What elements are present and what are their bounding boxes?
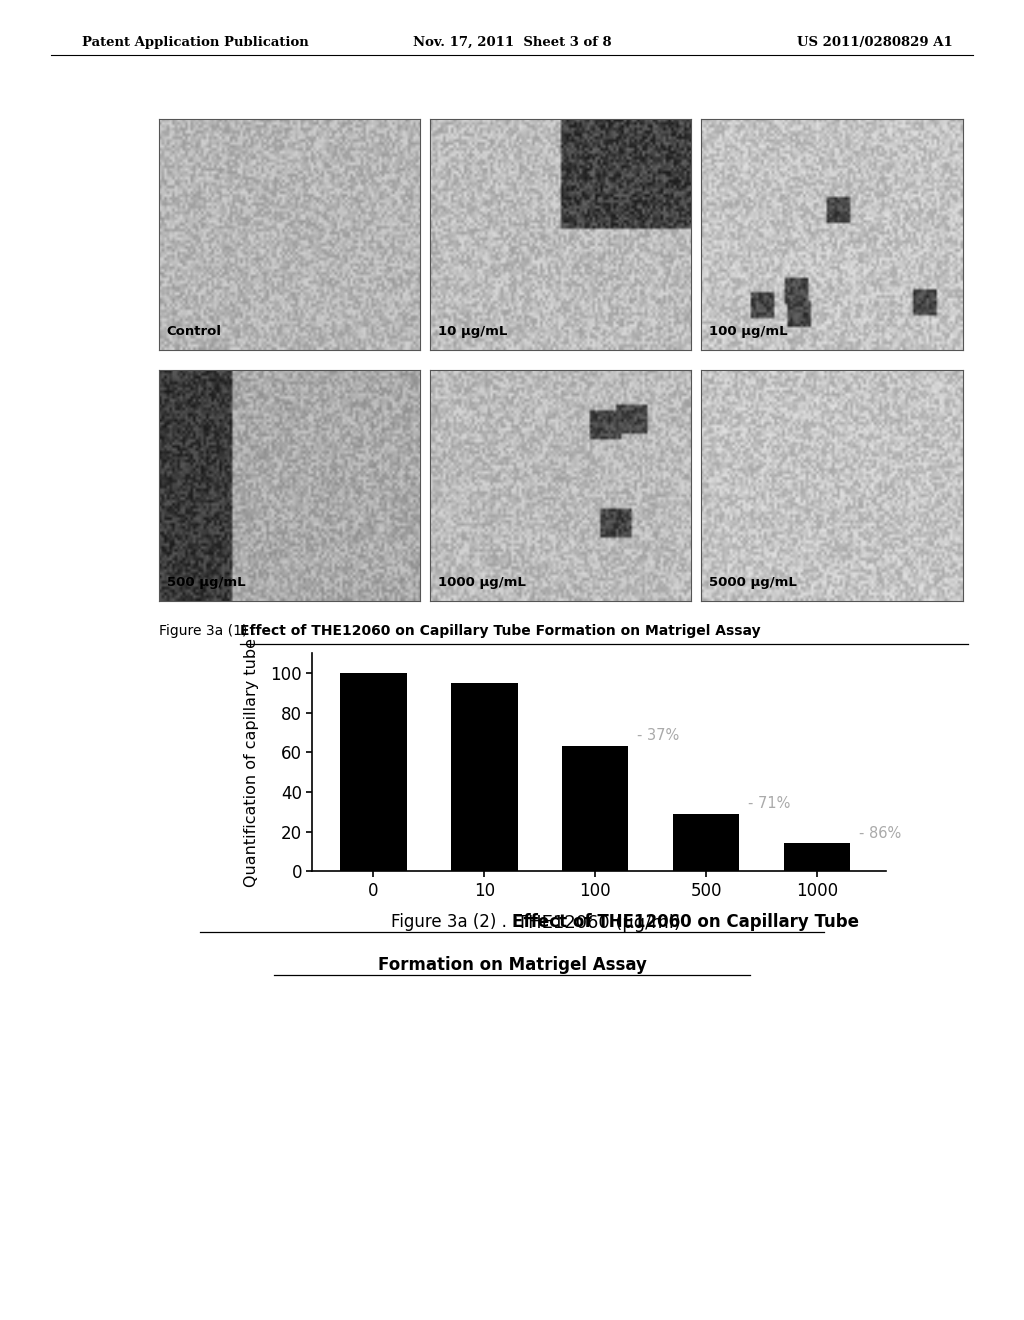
Text: 5000 μg/mL: 5000 μg/mL bbox=[710, 576, 797, 589]
Text: Formation on Matrigel Assay: Formation on Matrigel Assay bbox=[378, 956, 646, 974]
Text: 10 μg/mL: 10 μg/mL bbox=[438, 325, 507, 338]
Text: Patent Application Publication: Patent Application Publication bbox=[82, 36, 308, 49]
Bar bbox=[562, 747, 629, 871]
X-axis label: THE12060 (μg/ml): THE12060 (μg/ml) bbox=[517, 913, 681, 932]
Text: 1000 μg/mL: 1000 μg/mL bbox=[438, 576, 525, 589]
Text: 500 μg/mL: 500 μg/mL bbox=[167, 576, 245, 589]
Text: - 86%: - 86% bbox=[859, 825, 901, 841]
Text: Figure 3a (1) .: Figure 3a (1) . bbox=[159, 624, 260, 639]
Y-axis label: Quantification of capillary tube: Quantification of capillary tube bbox=[244, 638, 259, 887]
Text: - 71%: - 71% bbox=[749, 796, 791, 810]
Bar bbox=[451, 684, 517, 871]
Text: US 2011/0280829 A1: US 2011/0280829 A1 bbox=[797, 36, 952, 49]
Text: 100 μg/mL: 100 μg/mL bbox=[710, 325, 787, 338]
Text: - 37%: - 37% bbox=[637, 729, 680, 743]
Bar bbox=[340, 673, 407, 871]
Text: Nov. 17, 2011  Sheet 3 of 8: Nov. 17, 2011 Sheet 3 of 8 bbox=[413, 36, 611, 49]
Bar bbox=[673, 813, 739, 871]
Text: Figure 3a (2) .: Figure 3a (2) . bbox=[391, 913, 512, 932]
Text: Control: Control bbox=[167, 325, 221, 338]
Text: Effect of THE12060 on Capillary Tube: Effect of THE12060 on Capillary Tube bbox=[512, 913, 859, 932]
Text: Effect of THE12060 on Capillary Tube Formation on Matrigel Assay: Effect of THE12060 on Capillary Tube For… bbox=[240, 624, 760, 639]
Bar bbox=[783, 843, 850, 871]
